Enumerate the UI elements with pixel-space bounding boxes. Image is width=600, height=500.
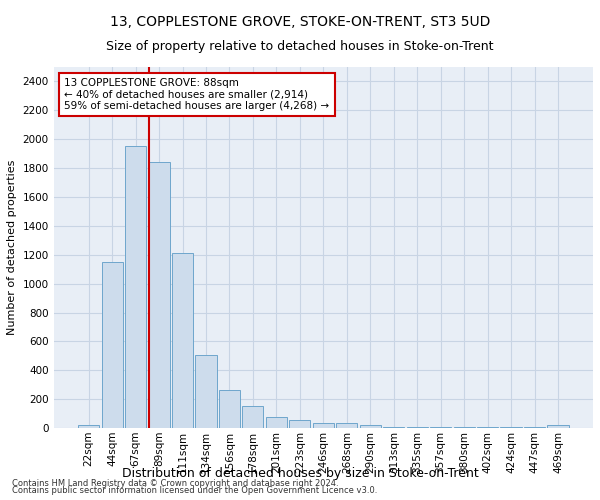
Bar bbox=[266, 416, 287, 428]
Text: Size of property relative to detached houses in Stoke-on-Trent: Size of property relative to detached ho… bbox=[106, 40, 494, 53]
Bar bbox=[313, 423, 334, 428]
Bar bbox=[289, 420, 310, 428]
Bar bbox=[383, 426, 404, 428]
Bar bbox=[242, 406, 263, 428]
Y-axis label: Number of detached properties: Number of detached properties bbox=[7, 160, 17, 335]
Bar bbox=[360, 426, 381, 428]
Text: 13, COPPLESTONE GROVE, STOKE-ON-TRENT, ST3 5UD: 13, COPPLESTONE GROVE, STOKE-ON-TRENT, S… bbox=[110, 15, 490, 29]
Bar bbox=[149, 162, 170, 428]
Text: Contains HM Land Registry data © Crown copyright and database right 2024.: Contains HM Land Registry data © Crown c… bbox=[12, 478, 338, 488]
Bar bbox=[219, 390, 240, 428]
Text: Distribution of detached houses by size in Stoke-on-Trent: Distribution of detached houses by size … bbox=[122, 467, 478, 480]
Bar bbox=[125, 146, 146, 428]
Text: Contains public sector information licensed under the Open Government Licence v3: Contains public sector information licen… bbox=[12, 486, 377, 495]
Bar bbox=[407, 427, 428, 428]
Bar bbox=[336, 423, 358, 428]
Bar bbox=[78, 424, 99, 428]
Bar bbox=[101, 262, 123, 428]
Text: 13 COPPLESTONE GROVE: 88sqm
← 40% of detached houses are smaller (2,914)
59% of : 13 COPPLESTONE GROVE: 88sqm ← 40% of det… bbox=[64, 78, 329, 111]
Bar bbox=[196, 355, 217, 428]
Bar bbox=[172, 254, 193, 428]
Bar bbox=[547, 426, 569, 428]
